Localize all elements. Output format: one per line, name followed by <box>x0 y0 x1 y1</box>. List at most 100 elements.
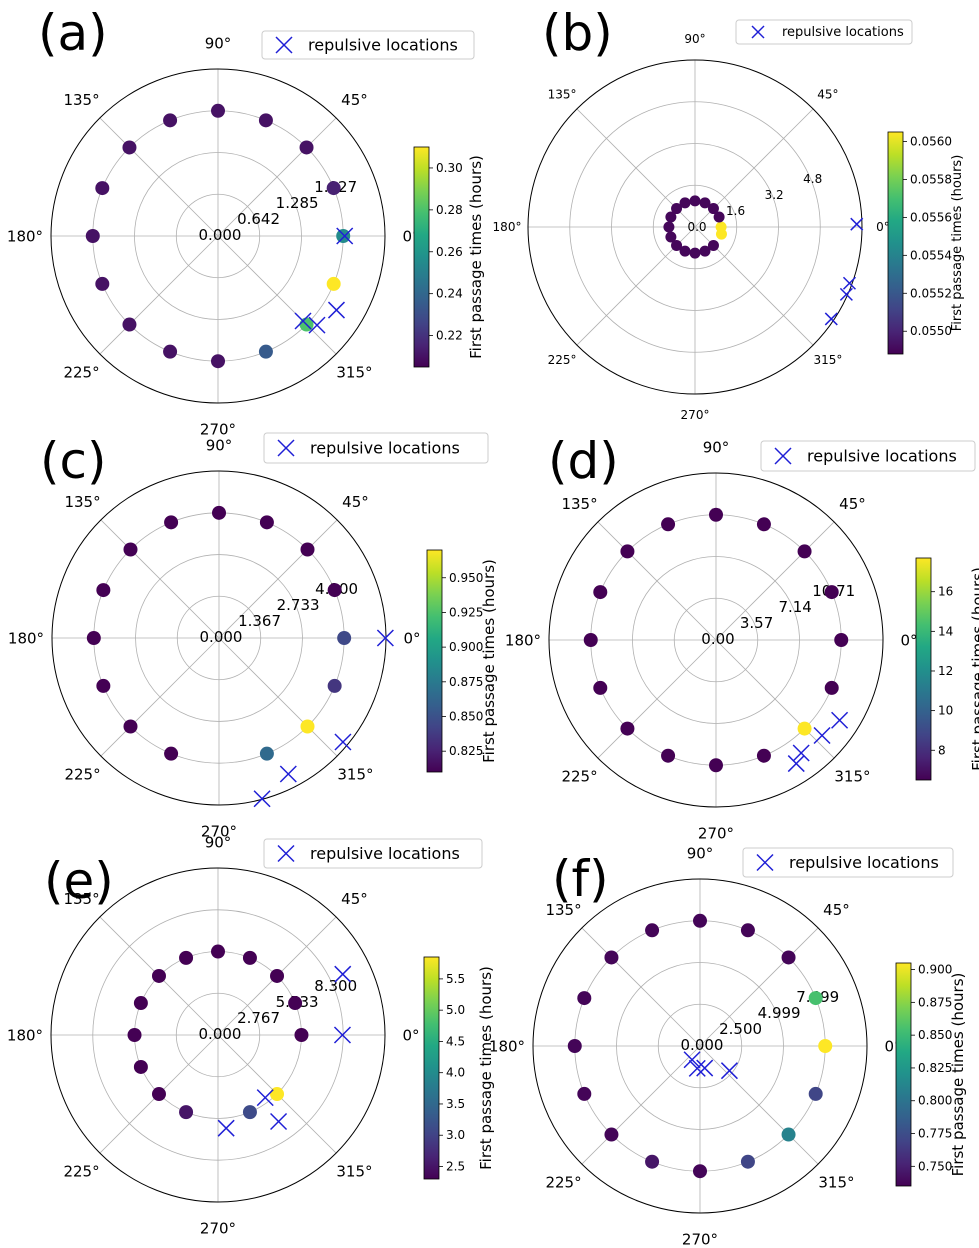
polar-panel-d: (d) 0° 45° 90° 135° 180° 225° 270° 315° 0.00 3.57 7… <box>505 432 979 842</box>
radial-tick-label: 4.8 <box>803 172 822 186</box>
data-point <box>689 195 701 207</box>
polar-panel-b: (b) 0° 45° 90° 135° 180° 225° 270° 315° 0.0 1.6 3.2… <box>493 4 965 422</box>
angle-tick-label: 90° <box>703 438 730 456</box>
repulsive-marker <box>217 1119 235 1137</box>
repulsive-marker <box>683 1051 701 1069</box>
grid-circle <box>135 554 303 722</box>
colorbar <box>895 962 912 1187</box>
colorbar-tick-label: 0.900 <box>918 963 952 977</box>
panel-label: (b) <box>542 4 613 62</box>
angle-tick-label: 0° <box>900 631 917 649</box>
grid-circle <box>657 1003 743 1089</box>
angle-tick-label: 135° <box>63 890 99 908</box>
angle-tick-label: 270° <box>682 1230 718 1248</box>
data-point <box>327 678 342 693</box>
data-point <box>818 1039 833 1053</box>
data-point <box>300 542 315 557</box>
colorbar-tick-label: 0.750 <box>918 1159 952 1173</box>
angle-tick-label: 180° <box>489 1037 525 1055</box>
angle-tick-label: 180° <box>7 1026 43 1044</box>
data-point <box>133 996 148 1011</box>
data-point <box>620 544 635 559</box>
data-point <box>270 1087 285 1102</box>
legend-label: repulsive locations <box>789 853 939 872</box>
radial-tick-label: 2.733 <box>277 596 320 614</box>
data-point <box>123 719 138 734</box>
data-point <box>300 719 315 734</box>
colorbar-tick-label: 0.825 <box>449 744 483 758</box>
radial-tick-label: 0.000 <box>199 226 242 244</box>
angle-tick-label: 270° <box>201 822 237 840</box>
grid-circle <box>616 962 784 1130</box>
radial-tick-label: 0.00 <box>701 630 734 648</box>
repulsive-marker <box>831 711 849 729</box>
data-point <box>179 1105 194 1120</box>
radial-tick-label: 3.2 <box>765 188 784 202</box>
data-point <box>797 544 812 559</box>
legend-marker-icon <box>275 36 293 54</box>
legend-box <box>760 440 976 472</box>
data-point <box>740 923 755 938</box>
data-point <box>824 585 839 600</box>
data-point <box>86 631 101 645</box>
angle-tick-label: 270° <box>200 1219 236 1237</box>
data-point <box>834 633 849 647</box>
grid-circle <box>652 184 738 270</box>
repulsive-marker <box>334 965 352 983</box>
data-point <box>756 517 771 532</box>
data-point <box>151 1087 166 1102</box>
data-point <box>122 317 137 332</box>
repulsive-marker <box>256 1089 274 1107</box>
grid-circle <box>673 597 759 683</box>
angle-tick-label: 90° <box>205 34 232 52</box>
angle-tick-label: 135° <box>63 91 99 109</box>
angle-tick-label: 135° <box>548 87 577 101</box>
radial-tick-label: 0.000 <box>681 1036 724 1054</box>
colorbar-tick-label: 0.875 <box>918 995 952 1009</box>
data-point <box>242 950 257 965</box>
data-point <box>122 140 137 155</box>
data-point <box>327 583 342 598</box>
colorbar-tick-label: 0.825 <box>918 1061 952 1075</box>
polar-frame <box>527 59 863 395</box>
data-point <box>661 748 676 763</box>
data-point <box>709 758 723 773</box>
data-point <box>824 680 839 695</box>
legend-marker-icon <box>751 25 765 39</box>
colorbar-tick-label: 8 <box>938 743 946 757</box>
data-point <box>689 247 701 259</box>
grid-circle <box>632 556 800 724</box>
data-point <box>781 1127 796 1142</box>
angle-tick-label: 45° <box>839 495 866 513</box>
colorbar-tick-label: 14 <box>938 624 953 638</box>
data-point <box>707 203 719 215</box>
colorbar-label: First passage times (hours) <box>969 567 979 771</box>
repulsive-marker <box>308 316 326 334</box>
angle-tick-label: 135° <box>545 901 581 919</box>
data-point <box>95 276 110 291</box>
data-point <box>212 505 226 520</box>
legend-box <box>735 19 913 45</box>
colorbar <box>413 146 430 368</box>
legend-marker-icon <box>774 447 792 465</box>
colorbar-tick-label: 0.850 <box>918 1028 952 1042</box>
angle-tick-label: 225° <box>64 766 100 784</box>
legend-marker-icon <box>756 853 774 872</box>
repulsive-marker <box>787 755 805 773</box>
colorbar-tick-label: 0.0560 <box>910 134 952 148</box>
data-point <box>693 1164 707 1179</box>
data-point <box>96 583 111 598</box>
data-point <box>699 197 711 209</box>
data-point <box>163 113 178 128</box>
colorbar-label: First passage times (hours) <box>950 155 965 332</box>
angle-tick-label: 225° <box>63 364 99 382</box>
legend-label: repulsive locations <box>807 446 957 465</box>
colorbar-tick-label: 0.0552 <box>910 286 952 300</box>
grid-circle <box>176 595 262 681</box>
radial-tick-label: 7.14 <box>778 598 811 616</box>
data-point <box>211 103 225 118</box>
legend-box <box>263 432 489 464</box>
colorbar-tick-label: 0.26 <box>436 245 463 259</box>
data-point <box>211 944 225 959</box>
data-point <box>620 721 635 736</box>
